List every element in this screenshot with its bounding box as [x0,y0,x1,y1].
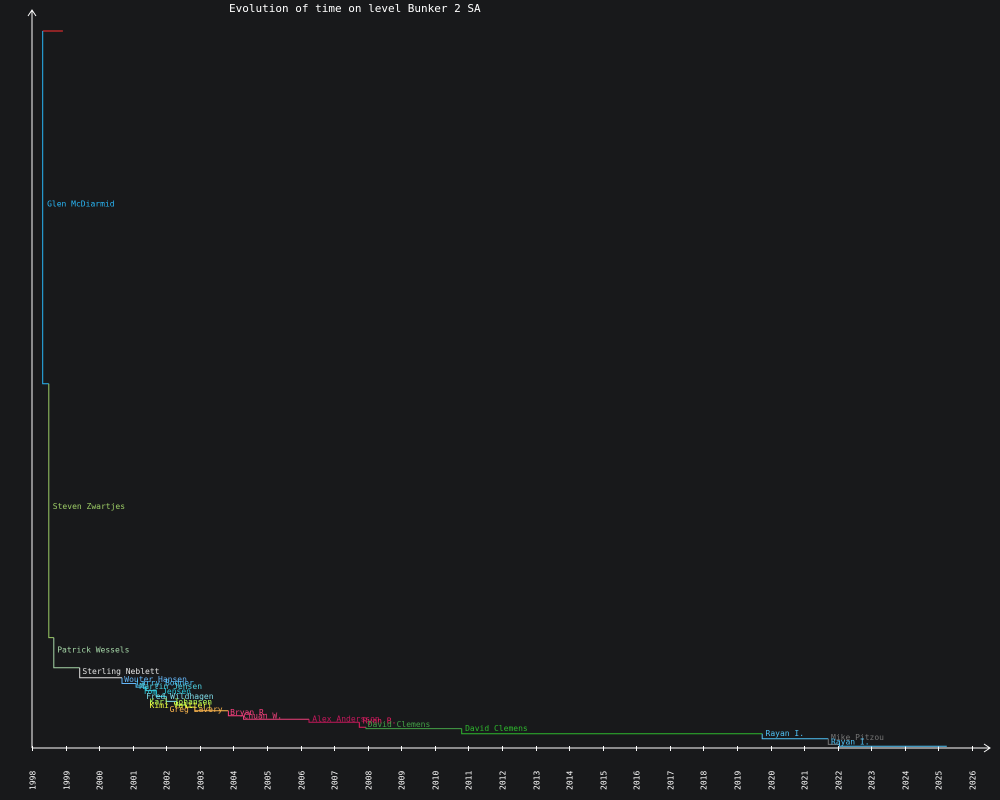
x-tick-label: 2004 [230,771,239,790]
x-tick-label: 2009 [398,771,407,790]
series-line [365,727,462,730]
x-tick-label: 2019 [734,771,743,790]
series-line [48,383,54,639]
x-tick-label: 2025 [935,771,944,790]
series-label: Sterling Neblett [82,667,159,676]
series-label: Chuan W. [244,712,283,721]
axes [27,9,991,753]
series-line [155,690,167,697]
series-line [358,722,366,728]
x-tick-label: 2023 [868,771,877,790]
series-label: Tom Jensen [143,687,191,696]
series-line [194,707,229,712]
series-label: David Clemens [368,720,431,729]
x-tick-label: 2012 [499,771,508,790]
x-tick-label: 2014 [566,771,575,790]
series-line [121,677,137,684]
x-tick-label: 2011 [465,771,474,790]
series-label: Glen McDiarmid [47,200,115,209]
x-tick-label: 2016 [633,771,642,790]
x-tick-label: 2017 [667,771,676,790]
x-tick-label: 2021 [801,771,810,790]
x-tick-label: 2007 [331,771,340,790]
x-axis-ticks: 1998 1999 2000 2001 2002 2003 2004 2005 2006 2007… [29,746,978,790]
series-line [227,710,244,717]
series-label: Larry Bodner [136,679,194,688]
series-label: Fred Wildhagen [146,692,214,701]
x-tick-label: 2024 [902,771,911,790]
y-axis-arrow [27,9,37,17]
series-line [79,667,122,679]
series-line [185,705,195,708]
series-label: Rayan I. [831,737,870,746]
series-line [42,31,49,385]
series-line [165,696,177,702]
x-tick-label: 2006 [298,771,307,790]
series-line [308,719,360,723]
series-line [761,733,829,740]
x-tick-label: 2008 [365,771,374,790]
x-tick-label: 2002 [163,771,172,790]
series-label: Greg Lavery [170,705,223,714]
x-tick-label: 2010 [432,771,441,790]
series-line [145,687,157,692]
series-label: Patrick Wessels [57,646,129,655]
series-label: Mike Pitzou [831,733,884,742]
series-line [53,637,80,669]
series-line [827,738,840,745]
x-tick-label: 2015 [600,771,609,790]
series-label: David Clemens [465,724,528,733]
series-line [135,683,147,688]
series-label: Bryan R. [230,708,269,717]
x-tick-label: 1998 [29,771,38,790]
chart-title: Evolution of time on level Bunker 2 SA [229,2,481,15]
series-label: Karl Johansen [150,697,213,706]
x-tick-label: 2018 [700,771,709,790]
x-tick-label: 2022 [835,771,844,790]
x-tick-label: 2013 [533,771,542,790]
series-line [175,701,187,706]
x-tick-label: 2005 [264,771,273,790]
series-label: Rayan I. [766,729,805,738]
series-line [243,715,309,720]
series-label: Steven Zwartjes [53,502,125,511]
series-line [838,744,947,747]
series-label: Alex Andersson [312,715,380,724]
series-lines [42,30,947,747]
series-labels: Glen McDiarmid Steven Zwartjes Patrick Wes… [47,200,884,747]
x-tick-label: 2026 [969,771,978,790]
series-label: Ryan B. [363,717,397,726]
series-label: Martin Jensen [139,682,202,691]
series-label: Wouter Hansen [124,675,187,684]
x-axis-arrow [983,743,991,753]
series-line [461,728,763,735]
x-tick-label: 2000 [96,771,105,790]
x-tick-label: 1999 [63,771,72,790]
x-tick-label: 2020 [768,771,777,790]
series-label: Kimi Valtteri [150,701,213,710]
x-tick-label: 2003 [197,771,206,790]
x-tick-label: 2001 [130,771,139,790]
